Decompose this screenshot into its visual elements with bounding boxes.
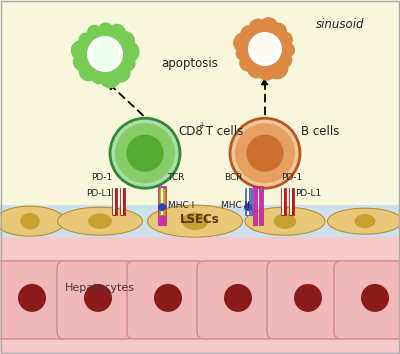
FancyBboxPatch shape xyxy=(113,188,115,215)
Ellipse shape xyxy=(58,207,142,235)
Text: PD-L1: PD-L1 xyxy=(295,189,321,198)
Circle shape xyxy=(154,284,182,312)
Circle shape xyxy=(361,284,389,312)
Ellipse shape xyxy=(148,205,242,237)
FancyBboxPatch shape xyxy=(112,188,116,215)
Circle shape xyxy=(110,118,180,188)
Circle shape xyxy=(99,67,121,88)
Circle shape xyxy=(118,41,140,63)
FancyBboxPatch shape xyxy=(0,237,400,354)
FancyBboxPatch shape xyxy=(259,186,263,225)
Ellipse shape xyxy=(245,207,325,235)
Circle shape xyxy=(71,40,92,61)
FancyBboxPatch shape xyxy=(121,188,123,215)
FancyBboxPatch shape xyxy=(245,188,252,215)
FancyBboxPatch shape xyxy=(334,261,400,339)
Circle shape xyxy=(239,54,257,72)
Text: BCR: BCR xyxy=(224,173,243,182)
FancyBboxPatch shape xyxy=(253,186,257,225)
Circle shape xyxy=(110,62,131,83)
Circle shape xyxy=(230,118,300,188)
FancyBboxPatch shape xyxy=(267,261,345,339)
FancyBboxPatch shape xyxy=(0,205,400,237)
Circle shape xyxy=(276,52,292,68)
Circle shape xyxy=(92,70,106,84)
Circle shape xyxy=(235,123,295,183)
Text: apoptosis: apoptosis xyxy=(162,57,218,70)
Circle shape xyxy=(224,284,252,312)
FancyBboxPatch shape xyxy=(120,188,124,215)
FancyBboxPatch shape xyxy=(290,188,292,215)
Text: PD-1: PD-1 xyxy=(281,173,302,182)
Circle shape xyxy=(257,61,276,81)
Ellipse shape xyxy=(328,208,400,234)
Circle shape xyxy=(115,31,135,51)
Circle shape xyxy=(244,203,252,211)
Circle shape xyxy=(87,25,102,40)
Text: T cells: T cells xyxy=(202,125,243,138)
Text: sinusoid: sinusoid xyxy=(316,17,364,30)
Circle shape xyxy=(18,284,46,312)
Circle shape xyxy=(240,25,258,42)
Text: PD-1: PD-1 xyxy=(91,173,112,182)
Ellipse shape xyxy=(0,206,65,236)
FancyBboxPatch shape xyxy=(127,261,205,339)
Circle shape xyxy=(265,56,288,79)
FancyBboxPatch shape xyxy=(159,188,165,215)
FancyBboxPatch shape xyxy=(280,188,286,215)
Circle shape xyxy=(119,55,136,72)
Circle shape xyxy=(258,17,279,38)
FancyBboxPatch shape xyxy=(158,186,166,225)
Circle shape xyxy=(107,24,126,42)
Circle shape xyxy=(98,22,113,38)
Ellipse shape xyxy=(20,213,40,229)
Text: B cells: B cells xyxy=(301,125,339,138)
Circle shape xyxy=(252,36,278,62)
Circle shape xyxy=(91,40,119,68)
Circle shape xyxy=(73,52,92,71)
Circle shape xyxy=(248,18,268,38)
Circle shape xyxy=(115,123,175,183)
Text: PD-L1: PD-L1 xyxy=(86,189,112,198)
Ellipse shape xyxy=(182,212,208,230)
FancyBboxPatch shape xyxy=(282,188,284,215)
Circle shape xyxy=(246,135,284,172)
Circle shape xyxy=(294,284,322,312)
Circle shape xyxy=(84,284,112,312)
FancyBboxPatch shape xyxy=(247,188,249,215)
FancyBboxPatch shape xyxy=(57,261,135,339)
Text: MHC II: MHC II xyxy=(221,201,250,210)
Circle shape xyxy=(247,60,266,79)
Circle shape xyxy=(279,42,295,58)
Text: +: + xyxy=(198,121,204,130)
Text: CD8: CD8 xyxy=(178,125,203,138)
Circle shape xyxy=(236,46,251,61)
Ellipse shape xyxy=(88,213,112,229)
Text: MHC I: MHC I xyxy=(168,201,194,210)
Circle shape xyxy=(277,32,293,48)
Text: TCR: TCR xyxy=(167,173,184,182)
Circle shape xyxy=(233,32,254,53)
Circle shape xyxy=(87,36,123,72)
FancyBboxPatch shape xyxy=(161,188,163,215)
Ellipse shape xyxy=(274,213,296,229)
Text: LSECs: LSECs xyxy=(180,213,220,226)
Circle shape xyxy=(78,33,93,47)
FancyBboxPatch shape xyxy=(0,261,69,339)
Text: Hepatocytes: Hepatocytes xyxy=(65,283,135,293)
Circle shape xyxy=(79,62,98,81)
Circle shape xyxy=(248,32,282,66)
Circle shape xyxy=(158,203,166,211)
FancyBboxPatch shape xyxy=(288,188,294,215)
Circle shape xyxy=(269,23,287,40)
Circle shape xyxy=(126,135,164,172)
FancyBboxPatch shape xyxy=(197,261,275,339)
Ellipse shape xyxy=(354,214,376,228)
